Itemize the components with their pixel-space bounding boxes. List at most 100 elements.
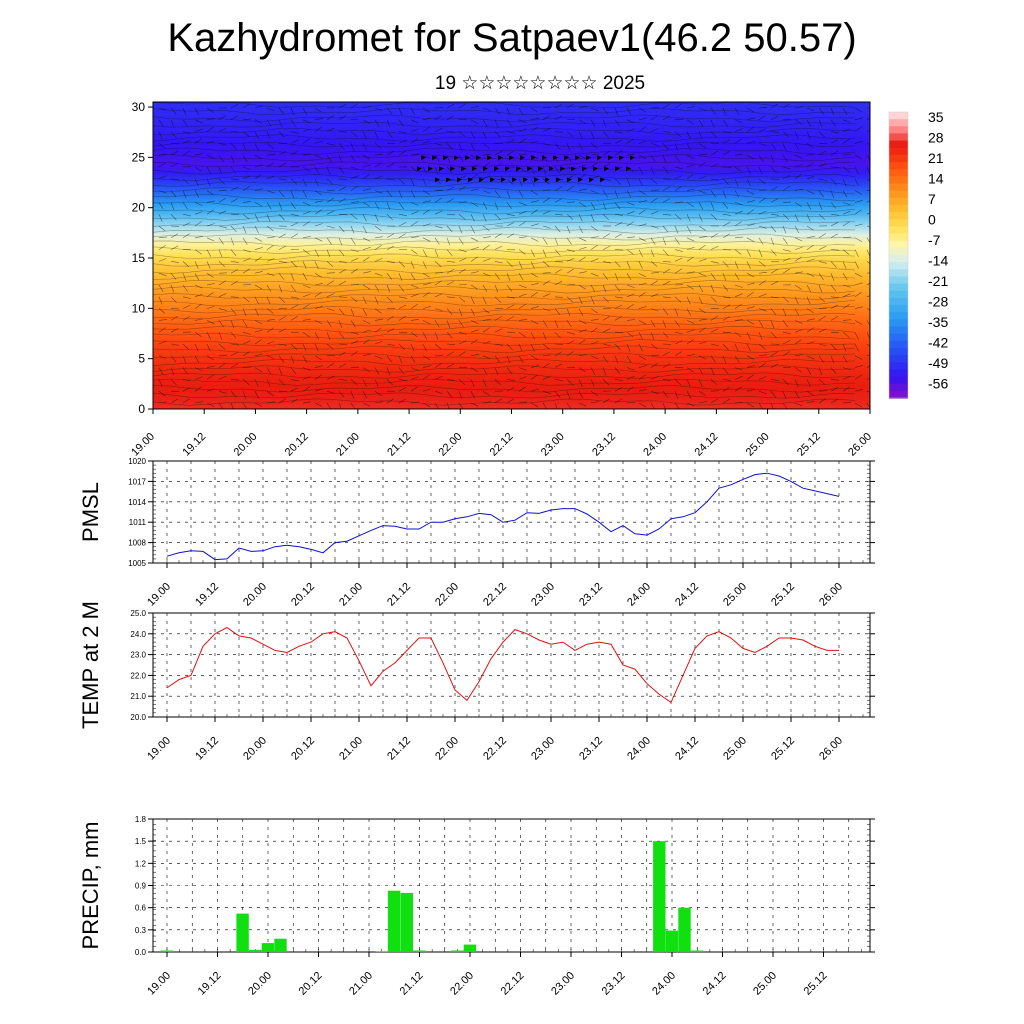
x-tick-label: 24.00 xyxy=(641,431,669,459)
wind-barb xyxy=(218,280,226,286)
x-tick-label: 26.00 xyxy=(846,431,874,459)
wind-barb xyxy=(818,284,823,293)
wind-barb xyxy=(746,374,754,380)
wind-barb xyxy=(170,119,175,128)
wind-barb xyxy=(746,343,751,352)
wind-barb xyxy=(650,293,659,298)
wind-flag xyxy=(619,155,624,161)
wind-barb xyxy=(602,163,611,168)
wind-barb xyxy=(698,175,707,180)
wind-barb xyxy=(470,119,479,125)
wind-barb xyxy=(434,197,442,203)
wind-barb xyxy=(662,261,672,263)
wind-barb xyxy=(386,379,393,386)
wind-barb xyxy=(722,190,727,199)
wind-barb xyxy=(566,249,575,252)
wind-barb xyxy=(350,155,356,163)
wind-barb xyxy=(590,284,596,293)
wind-barb xyxy=(542,210,551,215)
wind-barb xyxy=(482,284,488,293)
wind-barb xyxy=(602,233,610,239)
wind-barb xyxy=(554,131,564,133)
wind-barb xyxy=(818,150,826,156)
wind-barb xyxy=(458,131,466,137)
precip-bar xyxy=(653,841,666,952)
wind-barb xyxy=(290,355,295,364)
wind-barb xyxy=(206,237,215,242)
wind-barb xyxy=(470,379,475,387)
wind-barb xyxy=(758,320,764,328)
wind-barb xyxy=(314,200,323,203)
wind-flag xyxy=(483,166,488,172)
wind-barb xyxy=(518,249,526,255)
wind-barb xyxy=(794,339,802,345)
wind-barb xyxy=(794,354,803,357)
wind-barb xyxy=(518,107,524,116)
wind-barb xyxy=(278,273,285,280)
x-tick-label: 24.00 xyxy=(625,735,653,763)
wind-barb xyxy=(806,131,811,140)
wind-barb xyxy=(470,143,475,151)
wind-barb xyxy=(206,126,214,132)
wind-barb xyxy=(338,308,345,315)
wind-barb xyxy=(242,268,250,274)
wind-barb xyxy=(326,178,334,185)
wind-barb xyxy=(674,103,682,109)
wind-barb xyxy=(254,131,259,139)
wind-barb xyxy=(758,189,768,191)
wind-barb xyxy=(170,367,175,376)
wind-barb xyxy=(242,143,247,151)
wind-barb xyxy=(446,351,455,357)
wind-barb xyxy=(422,178,427,187)
colorbar-label: 7 xyxy=(928,191,936,207)
wind-barb xyxy=(602,178,611,181)
colorbar-label: -42 xyxy=(928,335,948,351)
precip-bar xyxy=(665,930,679,952)
wind-barb xyxy=(686,202,694,207)
wind-barb xyxy=(806,272,815,277)
wind-barb xyxy=(686,131,691,139)
wind-barb xyxy=(422,343,427,352)
wind-barb xyxy=(686,320,695,324)
wind-barb xyxy=(362,237,371,242)
wind-barb xyxy=(830,221,839,227)
wind-barb xyxy=(338,131,348,133)
wind-barb xyxy=(650,197,658,203)
x-tick-label: 23.12 xyxy=(577,581,605,609)
wind-barb xyxy=(758,390,767,395)
wind-barb xyxy=(350,185,358,191)
wind-barb xyxy=(530,237,539,242)
wind-barb xyxy=(602,367,607,376)
wind-barb xyxy=(194,138,202,144)
wind-barb xyxy=(290,139,299,144)
wind-barb xyxy=(590,153,599,156)
wind-barb xyxy=(398,316,406,321)
series-line xyxy=(166,627,839,704)
wind-barb xyxy=(182,190,187,199)
wind-barb xyxy=(518,128,527,132)
wind-barb xyxy=(314,140,323,144)
x-tick-label: 23.12 xyxy=(600,970,628,998)
wind-barb xyxy=(554,331,561,339)
wind-barb xyxy=(602,296,610,303)
wind-barb xyxy=(182,398,190,404)
wind-barb xyxy=(518,202,527,206)
wind-barb xyxy=(254,202,263,207)
wind-barb xyxy=(242,225,247,234)
wind-barb xyxy=(458,143,463,151)
wind-barb xyxy=(842,236,852,239)
wind-barb xyxy=(566,379,574,386)
wind-barb xyxy=(314,365,323,368)
wind-barb xyxy=(650,128,659,132)
wind-barb xyxy=(854,320,863,325)
wind-barb xyxy=(614,355,619,364)
wind-barb xyxy=(230,402,234,409)
wind-barb xyxy=(254,402,263,407)
wind-barb xyxy=(290,233,298,239)
wind-barb xyxy=(314,332,319,340)
contour-line xyxy=(153,273,856,280)
wind-barb xyxy=(806,236,815,239)
wind-barb xyxy=(254,105,263,109)
wind-barb xyxy=(782,320,788,328)
wind-barb xyxy=(482,244,490,250)
